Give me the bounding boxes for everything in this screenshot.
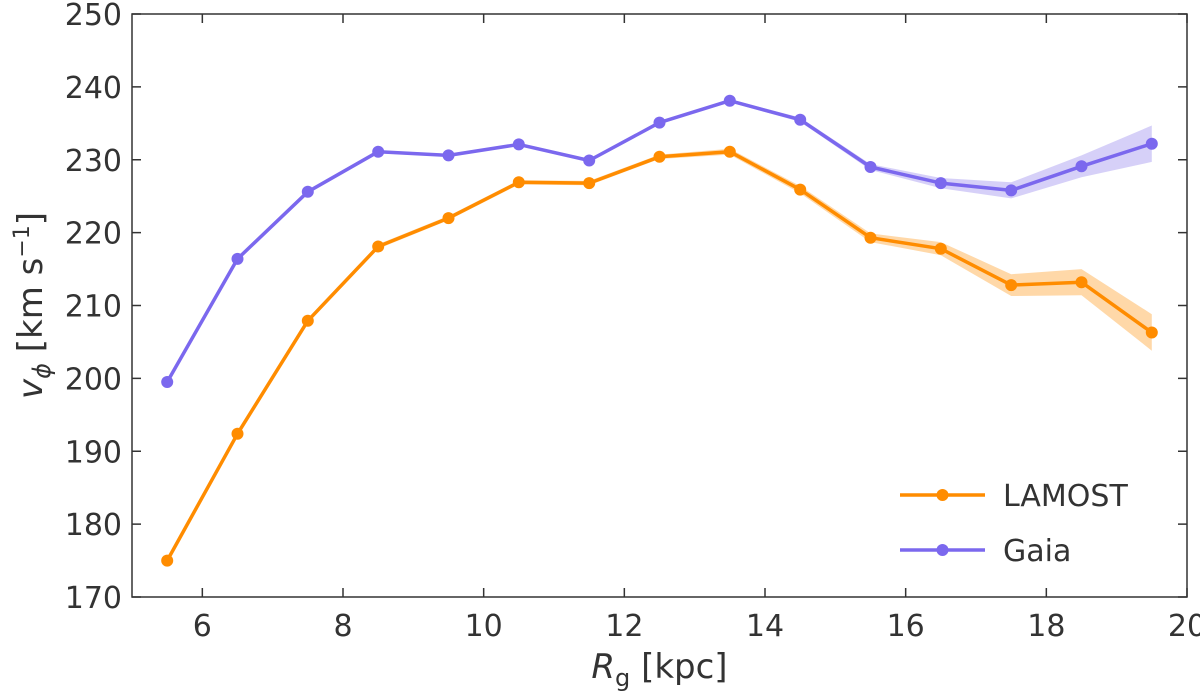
- x-tick-label: 6: [193, 609, 212, 644]
- legend: LAMOST Gaia: [900, 479, 1128, 569]
- data-point-lamost: [301, 314, 314, 327]
- y-axis-label-unit-post: ]: [11, 212, 51, 225]
- x-tick-label: 10: [465, 609, 503, 644]
- y-tick-label: 250: [65, 0, 122, 33]
- data-point-gaia: [723, 94, 736, 107]
- plot-frame: [131, 13, 1188, 598]
- data-point-gaia: [231, 252, 244, 265]
- y-axis-label-unit-sup: −1: [10, 225, 35, 257]
- x-tick-label: 20: [1168, 609, 1200, 644]
- data-point-lamost: [934, 242, 947, 255]
- tick-labels: 6 8 10 12 14 16 18 20 170 180 190 200 210 220 230 240 25…: [65, 0, 1200, 644]
- series-points: [161, 94, 1158, 567]
- series-line-gaia: [165, 98, 1153, 383]
- data-point-lamost: [723, 145, 736, 158]
- y-tick-label: 170: [65, 581, 122, 616]
- x-axis-label-sub: g: [615, 664, 630, 692]
- data-point-lamost: [512, 176, 525, 189]
- y-axis-label-unit-pre: [km s: [11, 258, 51, 363]
- y-axis-label-sub: ϕ: [28, 363, 56, 379]
- y-axis-label-main: v: [11, 378, 51, 399]
- data-point-lamost: [583, 177, 596, 190]
- y-axis-label: vϕ [km s−1]: [10, 212, 56, 399]
- data-point-gaia: [1005, 184, 1018, 197]
- data-point-gaia: [372, 145, 385, 158]
- data-point-gaia: [583, 154, 596, 167]
- x-axis-label: Rg [kpc]: [591, 647, 727, 692]
- data-point-gaia: [794, 113, 807, 126]
- y-tick-label: 200: [65, 362, 122, 397]
- x-tick-label: 8: [333, 609, 352, 644]
- y-tick-label: 190: [65, 435, 122, 470]
- y-tick-label: 220: [65, 217, 122, 252]
- data-point-lamost: [161, 554, 174, 567]
- data-point-gaia: [864, 161, 877, 173]
- legend-label-lamost: LAMOST: [1003, 479, 1128, 514]
- x-tick-label: 12: [605, 609, 643, 644]
- x-axis-label-main: R: [591, 647, 615, 687]
- data-point-gaia: [442, 149, 455, 162]
- y-tick-label: 230: [65, 144, 122, 179]
- data-point-lamost: [1005, 279, 1018, 292]
- y-tick-label: 210: [65, 290, 122, 325]
- legend-label-gaia: Gaia: [1003, 534, 1071, 569]
- legend-marker-lamost: [936, 489, 949, 501]
- data-point-lamost: [864, 231, 877, 244]
- data-point-gaia: [512, 138, 525, 151]
- x-tick-label: 14: [746, 609, 784, 644]
- x-axis-label-unit: [kpc]: [630, 647, 727, 687]
- legend-marker-gaia: [936, 544, 949, 556]
- data-point-lamost: [442, 212, 455, 225]
- data-point-lamost: [1075, 276, 1088, 289]
- data-point-gaia: [653, 116, 666, 129]
- x-tick-label: 18: [1027, 609, 1065, 644]
- data-point-lamost: [1145, 326, 1158, 339]
- data-point-gaia: [161, 376, 174, 388]
- error-band-gaia: [167, 99, 1152, 384]
- y-tick-label: 180: [65, 508, 122, 543]
- data-point-gaia: [301, 185, 314, 198]
- data-point-lamost: [372, 240, 385, 253]
- x-tick-label: 16: [887, 609, 925, 644]
- data-point-lamost: [794, 183, 807, 196]
- data-point-lamost: [653, 150, 666, 163]
- data-point-lamost: [231, 427, 244, 440]
- data-point-gaia: [1145, 137, 1158, 150]
- data-point-gaia: [934, 177, 947, 190]
- y-tick-label: 240: [65, 71, 122, 106]
- data-point-gaia: [1075, 160, 1088, 173]
